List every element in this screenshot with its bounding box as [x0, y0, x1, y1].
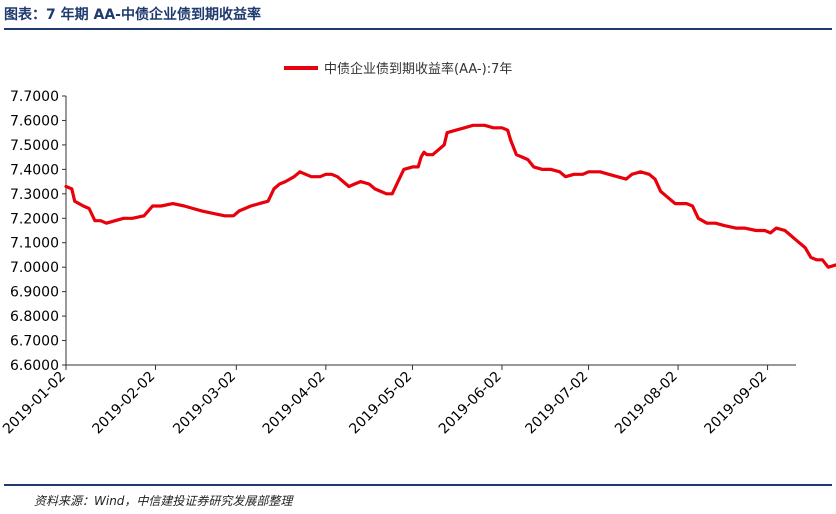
x-tick-label: 2019-04-02 — [260, 369, 329, 438]
x-tick-label: 2019-06-02 — [436, 369, 505, 438]
y-tick-label: 7.5000 — [10, 138, 59, 154]
legend-swatch — [284, 65, 318, 70]
y-tick-label: 7.0000 — [10, 260, 59, 276]
y-tick-label: 7.4000 — [10, 162, 59, 178]
figure-title: 图表：7 年期 AA-中债企业债到期收益率 — [4, 7, 261, 23]
y-tick-label: 6.9000 — [10, 285, 59, 301]
source-note: 资料来源：Wind，中信建投证券研究发展部整理 — [34, 494, 293, 508]
y-tick-label: 7.3000 — [10, 187, 59, 203]
y-tick-label: 6.6000 — [10, 358, 59, 374]
x-tick-label: 2019-08-02 — [612, 369, 681, 438]
x-tick-label: 2019-03-02 — [170, 369, 239, 438]
x-tick-label: 2019-02-02 — [89, 369, 158, 438]
x-tick-label: 2019-07-02 — [523, 369, 592, 438]
legend-label: 中债企业债到期收益率(AA-):7年 — [324, 62, 513, 77]
y-tick-label: 7.1000 — [10, 236, 59, 252]
y-tick-label: 6.8000 — [10, 309, 59, 325]
series-line — [64, 123, 836, 269]
line-chart: 6.6000 6.7000 6.8000 6.9000 7.0000 7.1000 7.20… — [0, 89, 836, 438]
chart-legend: 中债企业债到期收益率(AA-):7年 — [284, 58, 512, 77]
x-tick-label: 2019-05-02 — [346, 369, 415, 438]
y-tick-label: 7.7000 — [10, 89, 59, 105]
title-rule — [4, 28, 832, 30]
y-tick-label: 7.6000 — [10, 113, 59, 129]
x-tick-label: 2019-01-02 — [0, 369, 69, 438]
source-rule — [4, 484, 832, 486]
x-tick-label: 2019-09-02 — [702, 369, 771, 438]
y-tick-label: 6.7000 — [10, 334, 59, 350]
y-tick-label: 7.2000 — [10, 211, 59, 227]
